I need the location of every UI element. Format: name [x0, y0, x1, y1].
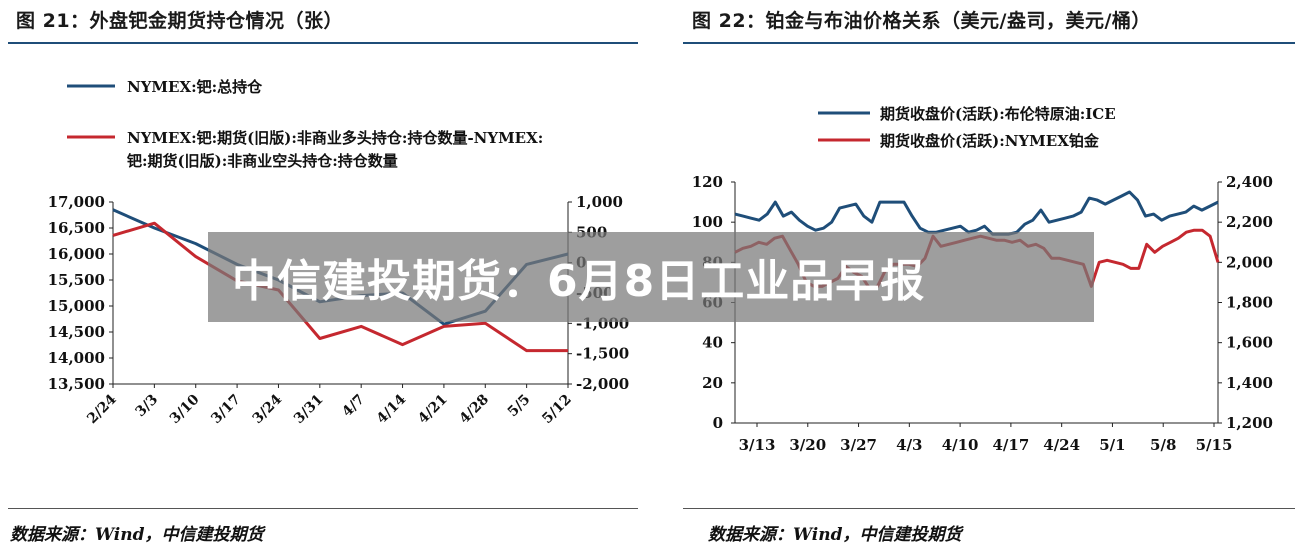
- right-chart-right-tick-label: 2,000: [1226, 253, 1273, 271]
- legend-label-platinum: 期货收盘价(活跃):NYMEX铂金: [880, 132, 1100, 150]
- right-footer-rule: [683, 508, 1295, 509]
- left-chart-x-tick-label: 4/21: [415, 392, 451, 428]
- right-chart-left-tick-label: 120: [692, 173, 723, 191]
- legend-label-net-position-line2: 钯:期货(旧版):非商业空头持仓:持仓数量: [127, 152, 398, 170]
- left-figure-title: 图 21：外盘钯金期货持仓情况（张）: [16, 10, 344, 32]
- left-source-note: 数据来源：Wind，中信建投期货: [10, 525, 264, 545]
- right-chart-right-tick-label: 1,800: [1226, 294, 1273, 312]
- right-chart-left-tick-label: 0: [713, 414, 723, 432]
- left-footer-rule: [8, 508, 638, 509]
- right-chart-x-tick-label: 3/20: [789, 436, 826, 454]
- left-chart-right-tick-label: -1,500: [576, 345, 629, 363]
- right-chart-x-tick-label: 3/13: [739, 436, 776, 454]
- left-chart-x-tick-label: 4/14: [374, 391, 410, 427]
- left-chart-x-tick-label: 2/24: [84, 391, 120, 427]
- right-chart-x-tick-label: 3/27: [840, 436, 877, 454]
- right-chart-right-tick-label: 1,400: [1226, 374, 1273, 392]
- right-chart-x-tick-label: 5/8: [1150, 436, 1176, 454]
- series-line-brent: [734, 190, 1219, 236]
- right-chart-right-tick-label: 1,200: [1226, 414, 1273, 432]
- right-chart-x-tick-label: 4/17: [992, 436, 1029, 454]
- right-title-rule: [683, 42, 1295, 44]
- left-chart-x-tick-label: 3/31: [291, 392, 327, 428]
- right-chart-left-tick-label: 100: [692, 213, 723, 231]
- right-chart-right-tick-label: 2,400: [1226, 173, 1273, 191]
- series-line-net-position: [112, 221, 568, 353]
- right-chart-x-tick-label: 5/1: [1099, 436, 1125, 454]
- legend-label-total-position: NYMEX:钯:总持仓: [127, 78, 263, 96]
- left-chart-x-tick-label: 3/3: [132, 392, 161, 421]
- left-chart-x-tick-label: 3/10: [167, 391, 203, 427]
- left-chart-left-tick-label: 17,000: [48, 193, 105, 211]
- left-chart-x-tick-label: 4/7: [339, 392, 368, 421]
- left-chart-x-tick-label: 3/24: [250, 391, 286, 427]
- right-chart-x-tick-label: 4/24: [1043, 436, 1080, 454]
- legend-label-brent: 期货收盘价(活跃):布伦特原油:ICE: [880, 105, 1116, 123]
- legend-label-net-position-line1: NYMEX:钯:期货(旧版):非商业多头持仓:持仓数量-NYMEX:: [127, 129, 543, 147]
- headline-text: 中信建投期货：6月8日工业品早报: [232, 256, 926, 307]
- right-chart-x-tick-label: 4/10: [942, 436, 979, 454]
- left-chart-left-tick-label: 15,500: [48, 271, 105, 289]
- left-chart-x-tick-label: 4/28: [457, 392, 493, 428]
- headline-banner: 中信建投期货：6月8日工业品早报: [208, 232, 1094, 322]
- right-chart-left-tick-label: 40: [702, 334, 723, 352]
- right-figure-title: 图 22：铂金与布油价格关系（美元/盎司，美元/桶）: [692, 10, 1151, 32]
- right-chart-x-tick-label: 5/15: [1196, 436, 1233, 454]
- left-chart-x-tick-label: 5/5: [505, 392, 534, 421]
- left-chart-left-tick-label: 16,000: [48, 245, 105, 263]
- left-chart-right-tick-label: 1,000: [576, 193, 623, 211]
- right-source-note: 数据来源：Wind，中信建投期货: [708, 525, 962, 545]
- right-chart-x-tick-label: 4/3: [896, 436, 922, 454]
- right-chart-left-tick-label: 20: [702, 374, 723, 392]
- left-title-rule: [8, 42, 638, 44]
- left-chart-x-tick-label: 3/17: [208, 392, 244, 428]
- left-chart-x-tick-label: 5/12: [539, 392, 575, 428]
- left-chart-left-tick-label: 14,500: [48, 323, 105, 341]
- left-chart-left-tick-label: 13,500: [48, 375, 105, 393]
- left-chart-left-tick-label: 14,000: [48, 349, 105, 367]
- left-chart-left-tick-label: 15,000: [48, 297, 105, 315]
- left-chart-left-tick-label: 16,500: [48, 219, 105, 237]
- right-chart-right-tick-label: 1,600: [1226, 334, 1273, 352]
- right-chart-right-tick-label: 2,200: [1226, 213, 1273, 231]
- left-chart-right-tick-label: -2,000: [576, 375, 629, 393]
